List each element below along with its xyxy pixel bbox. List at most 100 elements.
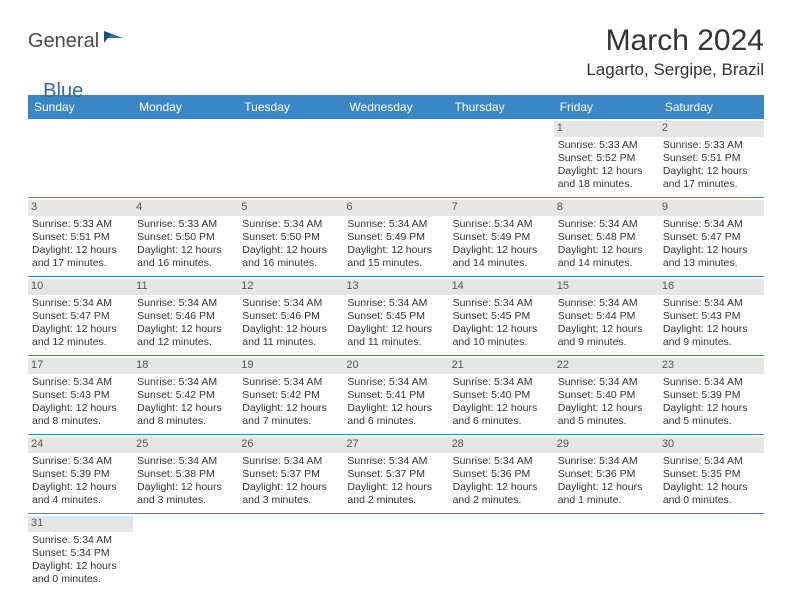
day-number: 6: [343, 200, 448, 216]
sunset-text: Sunset: 5:42 PM: [242, 389, 339, 402]
calendar-cell: 6Sunrise: 5:34 AMSunset: 5:49 PMDaylight…: [343, 198, 448, 276]
day-number: 8: [554, 200, 659, 216]
dl1-text: Daylight: 12 hours: [663, 244, 760, 257]
calendar-cell: 2Sunrise: 5:33 AMSunset: 5:51 PMDaylight…: [659, 119, 764, 197]
calendar-cell: 28Sunrise: 5:34 AMSunset: 5:36 PMDayligh…: [449, 435, 554, 513]
day-number: 14: [449, 279, 554, 295]
calendar-cell: 22Sunrise: 5:34 AMSunset: 5:40 PMDayligh…: [554, 356, 659, 434]
sunrise-text: Sunrise: 5:34 AM: [32, 455, 129, 468]
sunset-text: Sunset: 5:43 PM: [663, 310, 760, 323]
day-number: 28: [449, 437, 554, 453]
sunset-text: Sunset: 5:37 PM: [347, 468, 444, 481]
calendar-cell: 17Sunrise: 5:34 AMSunset: 5:43 PMDayligh…: [28, 356, 133, 434]
dl2-text: and 11 minutes.: [347, 336, 444, 349]
dl2-text: and 9 minutes.: [558, 336, 655, 349]
week-row: 10Sunrise: 5:34 AMSunset: 5:47 PMDayligh…: [28, 277, 764, 356]
location-text: Lagarto, Sergipe, Brazil: [586, 60, 764, 80]
day-number: 16: [659, 279, 764, 295]
calendar-cell: 26Sunrise: 5:34 AMSunset: 5:37 PMDayligh…: [238, 435, 343, 513]
sunrise-text: Sunrise: 5:34 AM: [663, 455, 760, 468]
calendar-cell: 3Sunrise: 5:33 AMSunset: 5:51 PMDaylight…: [28, 198, 133, 276]
calendar-cell: .: [343, 514, 448, 592]
dl2-text: and 8 minutes.: [137, 415, 234, 428]
sunset-text: Sunset: 5:41 PM: [347, 389, 444, 402]
dl2-text: and 3 minutes.: [242, 494, 339, 507]
day-headers-row: SundayMondayTuesdayWednesdayThursdayFrid…: [28, 95, 764, 119]
sunset-text: Sunset: 5:40 PM: [453, 389, 550, 402]
dl1-text: Daylight: 12 hours: [663, 481, 760, 494]
dl2-text: and 14 minutes.: [558, 257, 655, 270]
dl1-text: Daylight: 12 hours: [453, 323, 550, 336]
sunrise-text: Sunrise: 5:34 AM: [32, 534, 129, 547]
sunrise-text: Sunrise: 5:34 AM: [242, 218, 339, 231]
day-number: 7: [449, 200, 554, 216]
dl1-text: Daylight: 12 hours: [32, 560, 129, 573]
sunset-text: Sunset: 5:45 PM: [453, 310, 550, 323]
dl2-text: and 6 minutes.: [453, 415, 550, 428]
sunrise-text: Sunrise: 5:34 AM: [453, 376, 550, 389]
dl2-text: and 14 minutes.: [453, 257, 550, 270]
logo-text-blue: Blue: [43, 80, 83, 103]
day-number: 13: [343, 279, 448, 295]
dl2-text: and 2 minutes.: [453, 494, 550, 507]
calendar-cell: 24Sunrise: 5:34 AMSunset: 5:39 PMDayligh…: [28, 435, 133, 513]
calendar-cell: 8Sunrise: 5:34 AMSunset: 5:48 PMDaylight…: [554, 198, 659, 276]
dl1-text: Daylight: 12 hours: [137, 481, 234, 494]
sunrise-text: Sunrise: 5:34 AM: [242, 455, 339, 468]
calendar-cell: 10Sunrise: 5:34 AMSunset: 5:47 PMDayligh…: [28, 277, 133, 355]
day-number: 27: [343, 437, 448, 453]
sunset-text: Sunset: 5:39 PM: [663, 389, 760, 402]
week-row: 3Sunrise: 5:33 AMSunset: 5:51 PMDaylight…: [28, 198, 764, 277]
sunset-text: Sunset: 5:49 PM: [347, 231, 444, 244]
sunset-text: Sunset: 5:35 PM: [663, 468, 760, 481]
sunset-text: Sunset: 5:51 PM: [663, 152, 760, 165]
week-row: 31Sunrise: 5:34 AMSunset: 5:34 PMDayligh…: [28, 514, 764, 592]
dl1-text: Daylight: 12 hours: [453, 481, 550, 494]
day-number: 29: [554, 437, 659, 453]
day-header: Thursday: [449, 95, 554, 119]
day-number: 3: [28, 200, 133, 216]
calendar-cell: .: [238, 514, 343, 592]
dl1-text: Daylight: 12 hours: [558, 244, 655, 257]
day-number: 4: [133, 200, 238, 216]
sunset-text: Sunset: 5:38 PM: [137, 468, 234, 481]
dl2-text: and 3 minutes.: [137, 494, 234, 507]
dl1-text: Daylight: 12 hours: [242, 481, 339, 494]
calendar-cell: 31Sunrise: 5:34 AMSunset: 5:34 PMDayligh…: [28, 514, 133, 592]
day-number: 1: [554, 121, 659, 137]
dl2-text: and 5 minutes.: [558, 415, 655, 428]
day-number: 2: [659, 121, 764, 137]
week-row: .....1Sunrise: 5:33 AMSunset: 5:52 PMDay…: [28, 119, 764, 198]
dl1-text: Daylight: 12 hours: [663, 165, 760, 178]
dl1-text: Daylight: 12 hours: [32, 481, 129, 494]
day-number: 22: [554, 358, 659, 374]
sunrise-text: Sunrise: 5:34 AM: [558, 455, 655, 468]
dl2-text: and 13 minutes.: [663, 257, 760, 270]
logo-text-general: General: [28, 30, 99, 53]
day-number: 15: [554, 279, 659, 295]
dl2-text: and 2 minutes.: [347, 494, 444, 507]
sunset-text: Sunset: 5:44 PM: [558, 310, 655, 323]
sunset-text: Sunset: 5:36 PM: [558, 468, 655, 481]
day-number: 17: [28, 358, 133, 374]
calendar-cell: 5Sunrise: 5:34 AMSunset: 5:50 PMDaylight…: [238, 198, 343, 276]
sunset-text: Sunset: 5:49 PM: [453, 231, 550, 244]
calendar-cell: 18Sunrise: 5:34 AMSunset: 5:42 PMDayligh…: [133, 356, 238, 434]
calendar-cell: 29Sunrise: 5:34 AMSunset: 5:36 PMDayligh…: [554, 435, 659, 513]
dl2-text: and 5 minutes.: [663, 415, 760, 428]
dl1-text: Daylight: 12 hours: [137, 244, 234, 257]
dl1-text: Daylight: 12 hours: [558, 323, 655, 336]
dl1-text: Daylight: 12 hours: [663, 402, 760, 415]
sunset-text: Sunset: 5:52 PM: [558, 152, 655, 165]
dl2-text: and 8 minutes.: [32, 415, 129, 428]
sunset-text: Sunset: 5:42 PM: [137, 389, 234, 402]
day-number: 21: [449, 358, 554, 374]
sunset-text: Sunset: 5:34 PM: [32, 547, 129, 560]
calendar-cell: .: [238, 119, 343, 197]
calendar-cell: 4Sunrise: 5:33 AMSunset: 5:50 PMDaylight…: [133, 198, 238, 276]
day-number: 19: [238, 358, 343, 374]
calendar-cell: .: [659, 514, 764, 592]
dl1-text: Daylight: 12 hours: [453, 244, 550, 257]
calendar-cell: 11Sunrise: 5:34 AMSunset: 5:46 PMDayligh…: [133, 277, 238, 355]
dl1-text: Daylight: 12 hours: [347, 402, 444, 415]
